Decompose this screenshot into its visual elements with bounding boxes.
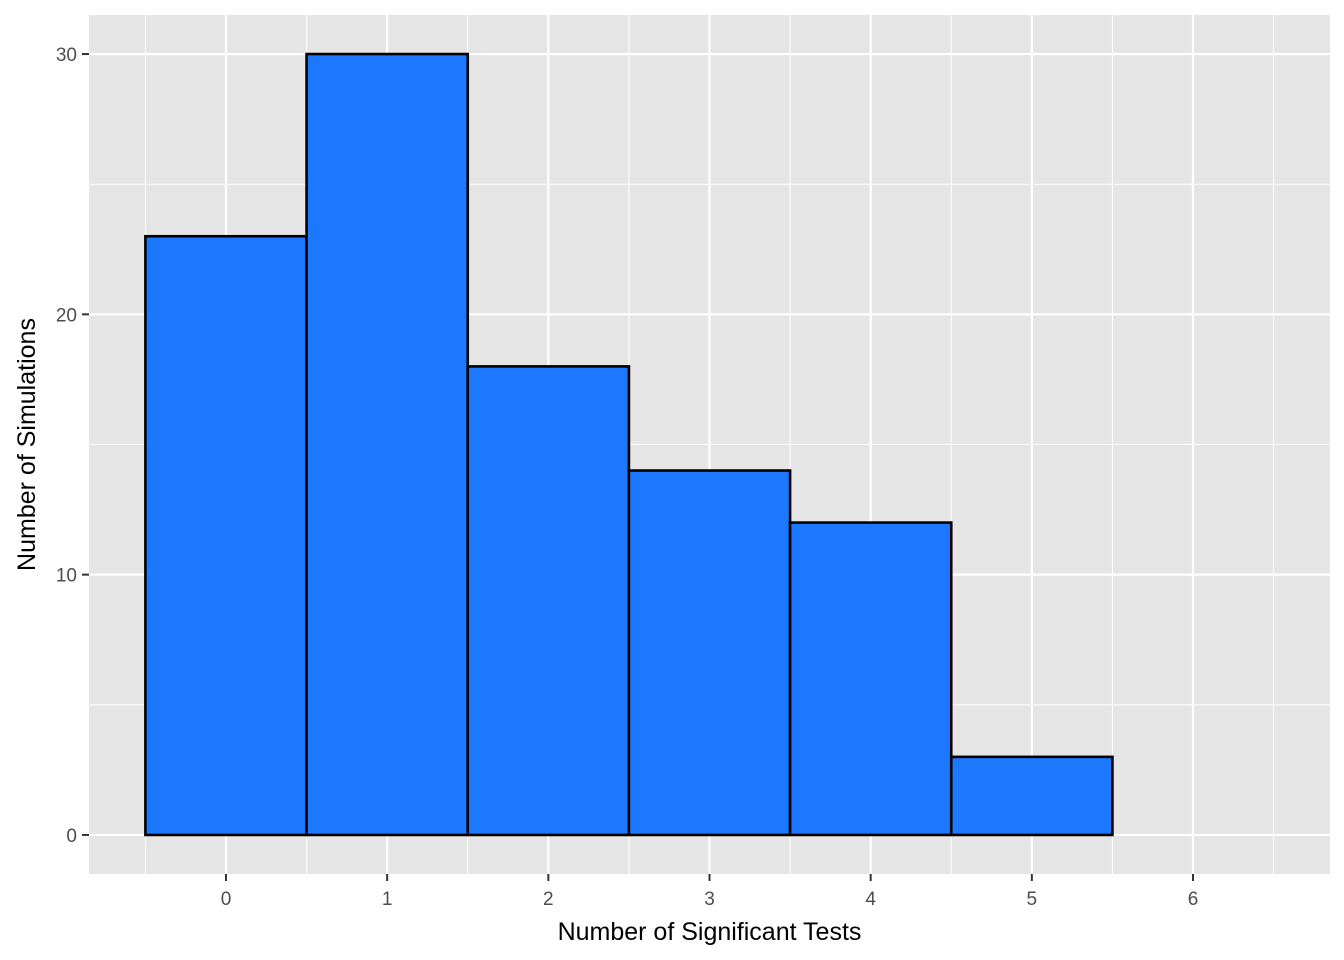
x-tick-label: 5 [1027, 889, 1038, 910]
x-tick-label: 2 [543, 889, 554, 910]
y-tick-label: 20 [56, 305, 77, 326]
x-tick-label: 0 [221, 889, 232, 910]
x-tick-label: 1 [382, 889, 393, 910]
y-tick-label: 30 [56, 45, 77, 66]
y-axis-title: Number of Simulations [13, 318, 41, 571]
y-tick-label: 10 [56, 566, 77, 587]
histogram-bar [144, 234, 308, 837]
histogram-bar [949, 755, 1114, 837]
y-tick-label: 0 [66, 826, 77, 847]
histogram-bar [788, 521, 953, 837]
histogram-bar [627, 469, 792, 837]
x-axis: 0 1 2 3 4 5 6 [221, 874, 1199, 910]
x-tick-label: 3 [704, 889, 715, 910]
histogram-bar [466, 365, 631, 837]
histogram-bar [305, 52, 470, 837]
x-tick-label: 6 [1188, 889, 1199, 910]
y-axis: 0 10 20 30 [56, 45, 89, 847]
x-axis-title: Number of Significant Tests [558, 918, 862, 946]
x-tick-label: 4 [865, 889, 876, 910]
bars [144, 52, 1114, 837]
